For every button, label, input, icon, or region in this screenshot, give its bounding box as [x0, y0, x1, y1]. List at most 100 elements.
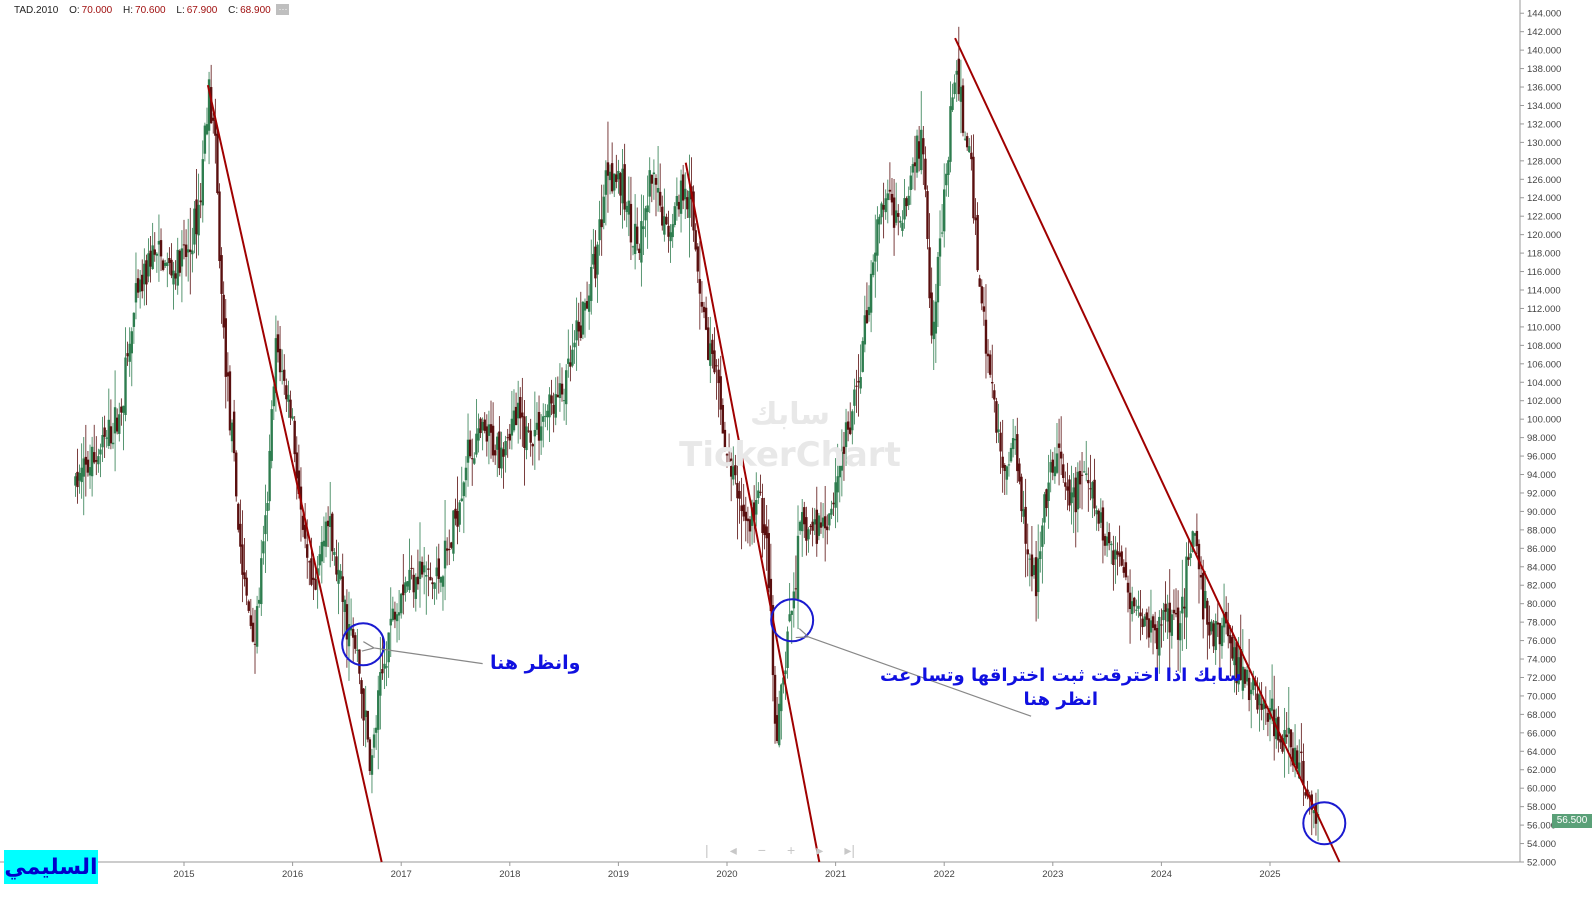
candle-body: [366, 710, 369, 740]
candle-body: [546, 410, 549, 418]
nav-next-button[interactable]: ▸: [816, 841, 824, 858]
candle-body: [665, 216, 668, 225]
candle-body: [184, 244, 188, 257]
candle-body: [807, 529, 810, 540]
candle-body: [947, 160, 950, 175]
candle-body: [458, 502, 461, 525]
candle-body: [800, 512, 804, 532]
candle-body: [1130, 601, 1134, 615]
candle-body: [704, 307, 708, 330]
candle-body: [255, 606, 259, 647]
candle-body: [738, 490, 741, 499]
candle-body: [1028, 558, 1032, 560]
candle-body: [418, 561, 422, 580]
candle-body: [1220, 625, 1224, 647]
candle-body: [468, 439, 472, 457]
candle-body: [755, 499, 758, 515]
nav-last-button[interactable]: ▸|: [844, 841, 855, 858]
candle-body: [195, 199, 198, 235]
annotation-arrow[interactable]: [374, 648, 483, 665]
candle-body: [1187, 557, 1190, 560]
candle-body: [642, 226, 645, 230]
trendline[interactable]: [954, 37, 1341, 863]
candle-body: [1020, 476, 1023, 512]
trendline[interactable]: [206, 84, 383, 863]
nav-first-button[interactable]: |: [705, 842, 709, 858]
candle-body: [803, 507, 806, 525]
candle-body: [182, 244, 186, 246]
highlight-circle[interactable]: [341, 622, 386, 667]
candle-body: [485, 426, 489, 442]
candle-body: [1009, 447, 1013, 462]
candle-body: [970, 152, 973, 160]
candle-body: [111, 442, 115, 445]
candle-body: [757, 490, 760, 499]
candle-body: [155, 253, 159, 256]
highlight-circle[interactable]: [1302, 801, 1347, 846]
candle-body: [1001, 456, 1004, 468]
highlight-circle[interactable]: [770, 598, 815, 643]
candle-body: [713, 350, 716, 373]
candle-body: [274, 338, 278, 394]
candle-body: [832, 502, 835, 505]
candle-body: [661, 206, 664, 226]
x-tick-label: 2020: [716, 869, 737, 880]
candle-body: [335, 556, 338, 575]
candle-body: [709, 343, 712, 366]
candle-body: [164, 262, 167, 266]
candle-body: [1087, 480, 1090, 484]
candle-body: [650, 174, 654, 184]
annotation-arrow[interactable]: [808, 637, 1032, 717]
zoom-out-button[interactable]: −: [757, 842, 766, 858]
candle-body: [1210, 621, 1213, 632]
legend-more-button[interactable]: ···: [276, 4, 290, 15]
candle-body: [1064, 482, 1067, 487]
candle-body: [176, 249, 179, 286]
zoom-in-button[interactable]: +: [787, 842, 796, 858]
candle-body: [99, 449, 102, 455]
candle-body: [514, 406, 518, 425]
candle-body: [354, 635, 357, 649]
candle-body: [1279, 739, 1282, 743]
candle-body: [226, 372, 230, 377]
candle-body: [771, 605, 775, 676]
candle-body: [752, 502, 756, 521]
candle-body: [702, 306, 706, 313]
trendline[interactable]: [684, 162, 821, 863]
candle-body: [414, 577, 418, 599]
x-tick-label: 2024: [1151, 869, 1172, 880]
candle-body: [197, 204, 200, 236]
candle-body: [604, 170, 608, 195]
nav-prev-button[interactable]: ◂: [729, 841, 737, 858]
candle-body: [519, 396, 522, 419]
candle-body: [635, 226, 639, 244]
candle-body: [968, 146, 971, 153]
y-axis[interactable]: 52.000 54.000 56.000 58.000 60.000 62.000 64.0…: [1520, 9, 1561, 869]
candle-body: [88, 467, 92, 476]
x-axis[interactable]: 2015 2016 2017 2018 2019 2020 2021 2022 2023 2024…: [173, 862, 1281, 880]
candle-body: [101, 435, 104, 448]
y-tick-label: 90.000: [1527, 507, 1556, 518]
candle-body: [840, 452, 844, 471]
candle-body: [218, 191, 221, 262]
candle-body: [205, 124, 209, 135]
candle-body: [784, 670, 787, 675]
candle-body: [1237, 657, 1240, 685]
candle-body: [684, 188, 687, 200]
candle-body: [1091, 482, 1094, 499]
candle-body: [943, 189, 946, 232]
x-tick-label: 2019: [608, 869, 629, 880]
candle-body: [796, 535, 800, 600]
candle-body: [1239, 649, 1242, 681]
candle-body: [924, 158, 927, 190]
candle-body: [761, 498, 764, 534]
candle-body: [1070, 492, 1073, 504]
candle-body: [516, 402, 520, 419]
candle-body: [880, 203, 883, 218]
candle-body: [249, 615, 253, 626]
candle-body: [945, 173, 948, 186]
y-tick-label: 118.000: [1527, 249, 1561, 260]
candle-body: [886, 193, 890, 201]
